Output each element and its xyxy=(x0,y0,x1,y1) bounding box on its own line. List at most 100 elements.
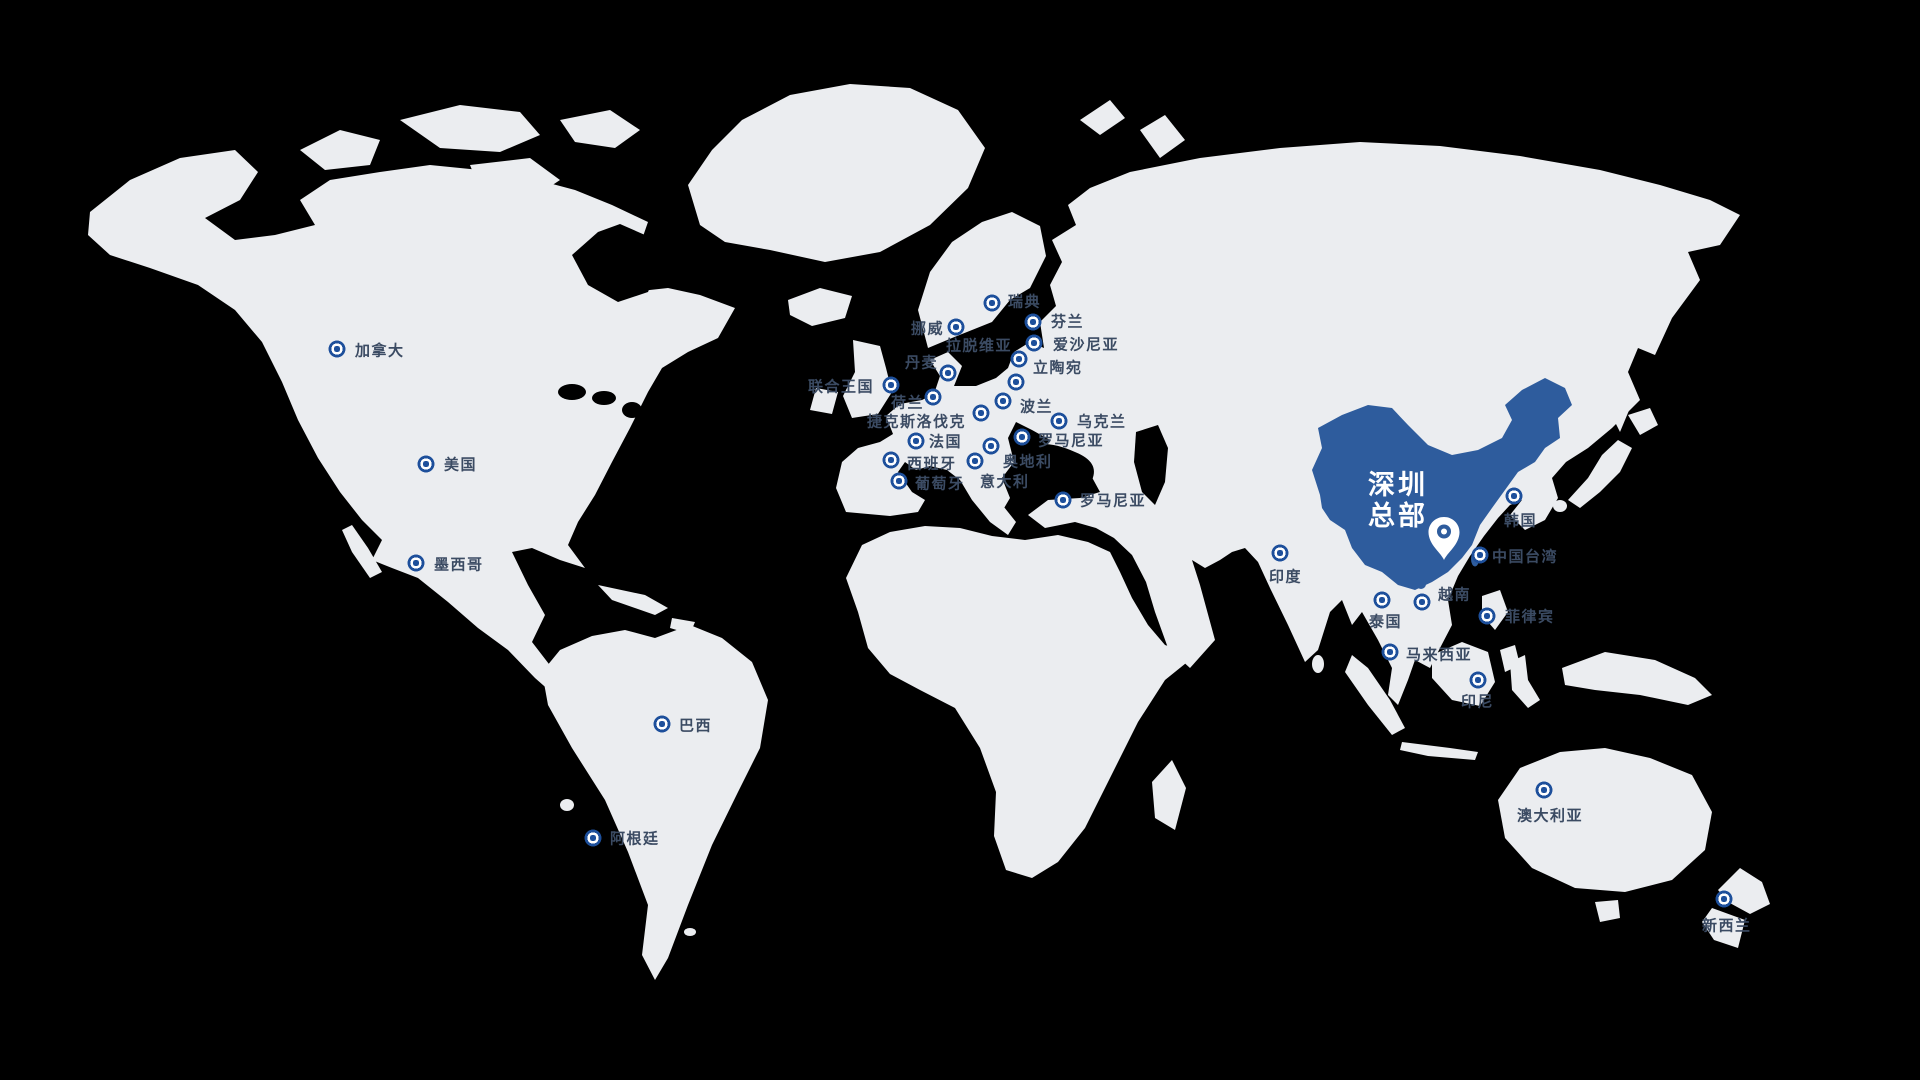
czechoslovakia-label: 捷克斯洛伐克 xyxy=(866,413,966,431)
madagascar xyxy=(1152,760,1186,830)
arctic-island xyxy=(300,130,380,170)
norway-marker[interactable] xyxy=(947,318,965,336)
netherlands-marker[interactable] xyxy=(924,388,942,406)
new-zealand-label: 新西兰 xyxy=(1702,917,1752,935)
finland-label: 芬兰 xyxy=(1051,313,1085,331)
sweden-label: 瑞典 xyxy=(1008,293,1042,311)
hq-label-line2: 总部 xyxy=(1368,501,1428,531)
baja-california xyxy=(342,525,382,578)
finland-marker[interactable] xyxy=(1024,313,1042,331)
india-marker[interactable] xyxy=(1271,544,1289,562)
ukraine-label: 乌克兰 xyxy=(1077,413,1127,431)
usa-marker[interactable] xyxy=(417,455,435,473)
united-kingdom-marker[interactable] xyxy=(882,376,900,394)
sumatra xyxy=(1345,655,1405,735)
falkland-islands xyxy=(684,928,696,936)
mexico-label: 墨西哥 xyxy=(434,556,484,574)
new-guinea xyxy=(1562,652,1712,705)
new-zealand-south xyxy=(1702,908,1745,948)
czechoslovakia-marker[interactable] xyxy=(972,404,990,422)
indonesia-label: 印尼 xyxy=(1461,693,1495,711)
poland-label: 波兰 xyxy=(1020,398,1054,416)
black-sea xyxy=(1018,443,1094,484)
great-lake xyxy=(622,402,642,418)
ukraine-marker[interactable] xyxy=(1050,412,1068,430)
south-korea-label: 韩国 xyxy=(1504,512,1538,530)
india-label: 印度 xyxy=(1269,568,1303,586)
japan-honshu xyxy=(1568,440,1632,508)
indonesia-marker[interactable] xyxy=(1469,671,1487,689)
latvia-label: 拉脱维亚 xyxy=(945,337,1012,355)
united-kingdom-label: 联合王国 xyxy=(807,378,874,396)
scandinavia xyxy=(918,212,1046,348)
iceland xyxy=(788,288,852,326)
spain-marker[interactable] xyxy=(882,451,900,469)
romania-2-label: 罗马尼亚 xyxy=(1080,492,1147,510)
arctic-island xyxy=(400,105,540,152)
australia-label: 澳大利亚 xyxy=(1517,807,1584,825)
netherlands-label: 荷兰 xyxy=(890,394,924,412)
sweden-marker[interactable] xyxy=(983,294,1001,312)
mexico-marker[interactable] xyxy=(407,554,425,572)
australia xyxy=(1498,748,1712,892)
eurasia xyxy=(836,142,1740,705)
estonia-marker[interactable] xyxy=(1025,334,1043,352)
south-america xyxy=(542,625,768,980)
china-region[interactable] xyxy=(1312,378,1572,590)
lithuania-marker[interactable] xyxy=(1007,373,1025,391)
canada-label: 加拿大 xyxy=(355,342,405,360)
sulawesi xyxy=(1510,655,1540,708)
norway-label: 挪威 xyxy=(910,320,944,338)
poland-marker[interactable] xyxy=(994,392,1012,410)
malaysia-marker[interactable] xyxy=(1381,643,1399,661)
vietnam-marker[interactable] xyxy=(1413,593,1431,611)
italy-label: 意大利 xyxy=(980,473,1030,491)
arctic-island xyxy=(560,110,640,148)
portugal-marker[interactable] xyxy=(890,472,908,490)
cuba xyxy=(598,585,668,615)
lithuania-label: 立陶宛 xyxy=(1033,359,1083,377)
latvia-marker[interactable] xyxy=(1010,350,1028,368)
north-america xyxy=(88,150,735,722)
france-marker[interactable] xyxy=(907,432,925,450)
taiwan-china-label: 中国台湾 xyxy=(1492,548,1559,566)
africa xyxy=(846,526,1196,878)
thailand-marker[interactable] xyxy=(1373,591,1391,609)
arctic-island xyxy=(1080,100,1125,135)
canada-marker[interactable] xyxy=(328,340,346,358)
philippines-marker[interactable] xyxy=(1478,607,1496,625)
greenland xyxy=(688,84,985,262)
caspian-sea xyxy=(1134,425,1168,505)
japan-kyushu xyxy=(1553,500,1567,512)
argentina-marker[interactable] xyxy=(584,829,602,847)
ireland xyxy=(810,388,838,414)
great-lake xyxy=(558,384,586,400)
denmark-marker[interactable] xyxy=(939,364,957,382)
austria-marker[interactable] xyxy=(982,437,1000,455)
australia-marker[interactable] xyxy=(1535,781,1553,799)
great-lake xyxy=(592,391,616,405)
austria-label: 奥地利 xyxy=(1003,453,1053,471)
romania-marker[interactable] xyxy=(1013,428,1031,446)
france-label: 法国 xyxy=(929,433,963,451)
denmark-label: 丹麦 xyxy=(904,354,938,372)
hudson-bay xyxy=(572,224,660,302)
new-zealand-marker[interactable] xyxy=(1715,890,1733,908)
tasmania xyxy=(1595,900,1620,922)
brazil-label: 巴西 xyxy=(679,717,713,735)
south-korea-marker[interactable] xyxy=(1505,487,1523,505)
italy-marker[interactable] xyxy=(966,452,984,470)
romania-2-marker[interactable] xyxy=(1054,491,1072,509)
arctic-island xyxy=(1140,115,1185,158)
argentina-label: 阿根廷 xyxy=(610,830,660,848)
sri-lanka xyxy=(1312,655,1324,673)
borneo xyxy=(1432,642,1495,706)
hq-pin-icon[interactable] xyxy=(1427,516,1461,562)
brazil-marker[interactable] xyxy=(653,715,671,733)
estonia-label: 爱沙尼亚 xyxy=(1053,336,1120,354)
taiwan-china-marker[interactable] xyxy=(1471,546,1489,564)
usa-label: 美国 xyxy=(444,456,478,474)
sakhalin xyxy=(1610,372,1630,432)
